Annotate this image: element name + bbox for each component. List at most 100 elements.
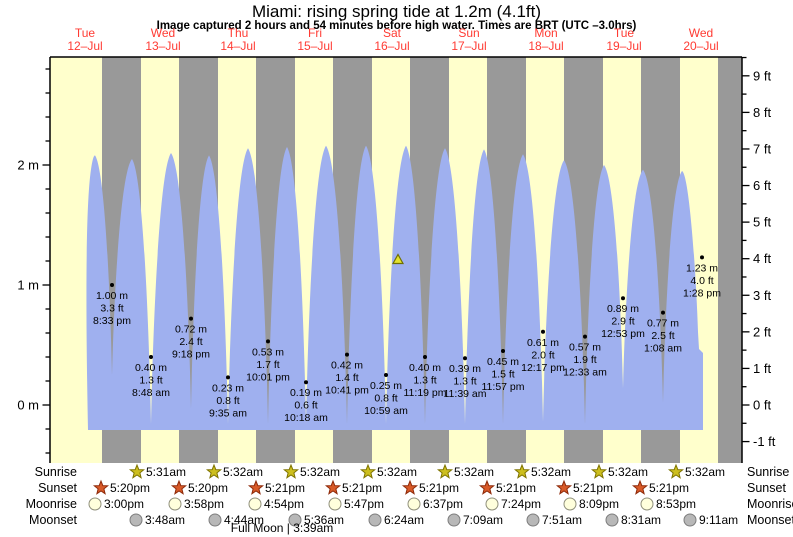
row-label-sunset-left: Sunset bbox=[38, 481, 77, 495]
sunset-time: 5:21pm bbox=[419, 481, 459, 495]
low-tide-label-ft: 2.4 ft bbox=[179, 336, 202, 348]
low-tide-label-m: 1.23 m bbox=[686, 262, 718, 274]
moonrise-time: 8:09pm bbox=[579, 497, 619, 511]
low-tide-label-ft: 4.0 ft bbox=[690, 275, 713, 287]
moonrise-circle-icon bbox=[168, 497, 182, 511]
low-tide-label-ft: 0.6 ft bbox=[294, 400, 317, 412]
y-axis-label-right: 0 ft bbox=[753, 398, 771, 413]
moonset-circle-icon bbox=[129, 513, 143, 527]
low-tide-label-ft: 1.9 ft bbox=[573, 354, 596, 366]
row-label-moonrise-right: Moonrise bbox=[747, 497, 793, 511]
low-tide-dot bbox=[661, 310, 665, 315]
low-tide-label-ft: 1.7 ft bbox=[256, 359, 279, 371]
row-label-moonset-right: Moonset bbox=[747, 513, 793, 527]
low-tide-label-ft: 2.5 ft bbox=[651, 330, 674, 342]
sunset-star-icon bbox=[324, 479, 342, 495]
low-tide-label-m: 0.89 m bbox=[607, 303, 639, 315]
sunrise-time: 5:31am bbox=[146, 465, 186, 479]
row-label-sunset-right: Sunset bbox=[747, 481, 786, 495]
low-tide-label-m: 0.23 m bbox=[212, 382, 244, 394]
sunrise-star-icon bbox=[359, 463, 377, 479]
low-tide-label-time: 12:33 am bbox=[563, 367, 607, 379]
low-tide-label-time: 10:18 am bbox=[284, 412, 328, 424]
low-tide-label-ft: 2.9 ft bbox=[611, 316, 634, 328]
moonset-time: 4:44am bbox=[224, 513, 264, 527]
moonrise-circle-icon bbox=[485, 497, 499, 511]
low-tide-label-ft: 1.3 ft bbox=[413, 375, 436, 387]
sunset-time: 5:21pm bbox=[573, 481, 613, 495]
day-label-weekday: Wed bbox=[151, 26, 175, 40]
sunrise-star-icon bbox=[513, 463, 531, 479]
low-tide-label-time: 9:18 pm bbox=[172, 349, 210, 361]
moonrise-time: 5:47pm bbox=[344, 497, 384, 511]
moonrise-time: 3:00pm bbox=[104, 497, 144, 511]
day-label-weekday: Mon bbox=[534, 26, 557, 40]
sunrise-time: 5:32am bbox=[223, 465, 263, 479]
night-band bbox=[718, 57, 742, 463]
low-tide-label-time: 11:57 pm bbox=[482, 381, 525, 393]
sunset-time: 5:21pm bbox=[649, 481, 689, 495]
day-label-date: 12–Jul bbox=[67, 39, 102, 53]
sunset-time: 5:21pm bbox=[496, 481, 536, 495]
y-axis-label-right: 8 ft bbox=[753, 105, 771, 120]
y-axis-label-right: 1 ft bbox=[753, 361, 771, 376]
low-tide-label-time: 10:41 pm bbox=[325, 385, 369, 397]
sunrise-time: 5:32am bbox=[377, 465, 417, 479]
day-label-date: 13–Jul bbox=[145, 39, 180, 53]
sunrise-star-icon bbox=[128, 463, 146, 479]
chart-subtitle: Image captured 2 hours and 54 minutes be… bbox=[156, 20, 637, 32]
sunset-star-icon bbox=[92, 479, 110, 495]
day-label-date: 20–Jul bbox=[683, 39, 718, 53]
sunrise-time: 5:32am bbox=[454, 465, 494, 479]
low-tide-dot bbox=[345, 352, 349, 357]
y-axis-label-left: 2 m bbox=[17, 158, 39, 173]
low-tide-label-ft: 2.0 ft bbox=[531, 349, 554, 361]
low-tide-label-m: 0.61 m bbox=[527, 337, 559, 349]
low-tide-label-m: 0.39 m bbox=[449, 363, 481, 375]
y-axis-label-left: 1 m bbox=[17, 278, 39, 293]
tide-curve-area bbox=[86, 145, 704, 431]
low-tide-label-time: 12:17 pm bbox=[521, 362, 565, 374]
low-tide-dot bbox=[501, 349, 505, 353]
low-tide-label-m: 0.19 m bbox=[290, 387, 322, 399]
sunset-time: 5:21pm bbox=[342, 481, 382, 495]
low-tide-dot bbox=[226, 375, 230, 380]
day-label-weekday: Wed bbox=[689, 26, 713, 40]
moonset-time: 9:11am bbox=[699, 513, 738, 527]
sunrise-time: 5:32am bbox=[608, 465, 648, 479]
day-label-date: 16–Jul bbox=[374, 39, 409, 53]
moonset-time: 8:31am bbox=[621, 513, 661, 527]
moonrise-circle-icon bbox=[640, 497, 654, 511]
moonset-circle-icon bbox=[288, 513, 302, 527]
low-tide-label-time: 10:01 pm bbox=[246, 371, 290, 383]
low-tide-label-time: 8:33 pm bbox=[93, 315, 131, 327]
sunrise-star-icon bbox=[436, 463, 454, 479]
moonrise-time: 3:58pm bbox=[184, 497, 224, 511]
day-label-weekday: Sun bbox=[458, 26, 479, 40]
sunset-star-icon bbox=[555, 479, 573, 495]
page-title: Miami: rising spring tide at 1.2m (4.1ft… bbox=[251, 2, 542, 21]
low-tide-dot bbox=[621, 296, 625, 301]
moonset-time: 6:24am bbox=[384, 513, 424, 527]
low-tide-dot bbox=[583, 334, 587, 339]
day-label-date: 14–Jul bbox=[220, 39, 255, 53]
day-label-date: 15–Jul bbox=[297, 39, 332, 53]
full-moon-label: Full Moon | 3:39am bbox=[231, 521, 334, 535]
moonset-circle-icon bbox=[208, 513, 222, 527]
sunrise-time: 5:32am bbox=[531, 465, 571, 479]
low-tide-label-ft: 1.3 ft bbox=[139, 375, 162, 387]
day-label-date: 17–Jul bbox=[451, 39, 486, 53]
low-tide-label-time: 11:19 pm bbox=[404, 387, 447, 399]
y-axis-label-right: 5 ft bbox=[753, 215, 771, 230]
low-tide-label-m: 0.40 m bbox=[409, 362, 441, 374]
sunset-time: 5:20pm bbox=[110, 481, 150, 495]
low-tide-label-m: 1.00 m bbox=[96, 290, 128, 302]
low-tide-dot bbox=[189, 316, 193, 321]
low-tide-label-time: 9:35 am bbox=[209, 407, 247, 419]
y-axis-label-right: 4 ft bbox=[753, 251, 771, 266]
day-label-weekday: Sat bbox=[383, 26, 402, 40]
low-tide-dot bbox=[541, 329, 545, 334]
sunset-time: 5:21pm bbox=[265, 481, 305, 495]
low-tide-label-ft: 3.3 ft bbox=[100, 303, 123, 315]
